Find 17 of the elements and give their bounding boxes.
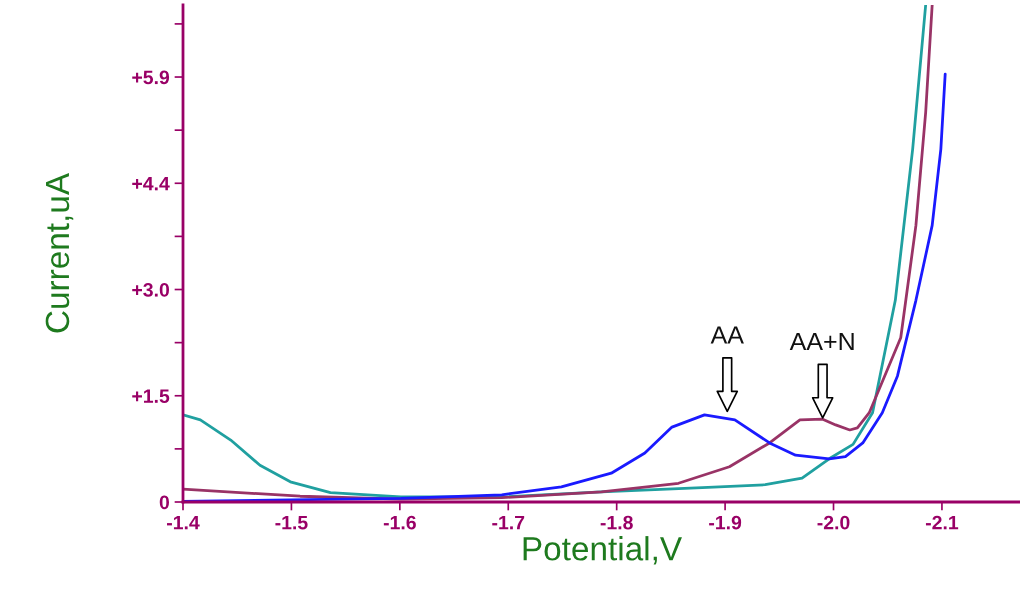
x-tick-label: -1.7 (492, 515, 525, 530)
annotation: AA+N (789, 332, 854, 351)
x-tick-label: -1.9 (709, 515, 742, 530)
x-tick-label: -1.5 (275, 515, 308, 530)
y-tick-label: +3.0 (132, 282, 170, 297)
x-tick-label: -1.6 (383, 515, 416, 530)
annotation: AA (710, 326, 744, 344)
y-tick-label: 0 (159, 495, 170, 510)
y-tick-label: +1.5 (132, 389, 170, 403)
x-tick-label: -1.4 (167, 515, 200, 530)
x-tick-label: -2.1 (925, 515, 959, 530)
x-tick-label: -2.0 (817, 515, 850, 530)
y-tick-label: +5.9 (132, 70, 170, 85)
y-axis-title: Current,uA (45, 172, 74, 333)
x-tick-label: -1.8 (600, 515, 633, 530)
x-axis-title: Potential,V (523, 536, 682, 565)
y-tick-label: +4.4 (132, 176, 170, 191)
